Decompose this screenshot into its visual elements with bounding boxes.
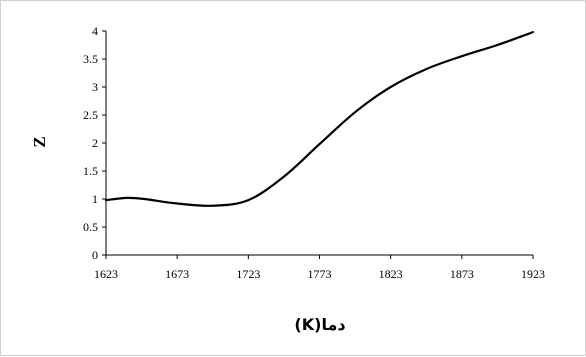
y-tick-label: 1.5 bbox=[83, 164, 98, 178]
x-tick-label: 1773 bbox=[308, 267, 332, 281]
y-tick-label: 3.5 bbox=[83, 52, 98, 66]
y-tick-labels: 0 0.5 1 1.5 2 2.5 3 3.5 4 bbox=[83, 24, 98, 262]
x-tick-label: 1923 bbox=[521, 267, 545, 281]
x-tick-labels: 1623 1673 1723 1773 1823 1873 1923 bbox=[94, 267, 545, 281]
x-tick-label: 1723 bbox=[236, 267, 260, 281]
x-tick-label: 1623 bbox=[94, 267, 118, 281]
y-tick-label: 0 bbox=[92, 248, 98, 262]
series-group bbox=[104, 31, 535, 207]
series-line bbox=[104, 31, 535, 207]
x-tick-label: 1673 bbox=[165, 267, 189, 281]
y-tick-label: 2.5 bbox=[83, 108, 98, 122]
x-tick-label: 1873 bbox=[450, 267, 474, 281]
y-tick-label: 3 bbox=[92, 80, 98, 94]
y-axis-label: Z bbox=[30, 136, 49, 147]
y-tick-label: 1 bbox=[92, 192, 98, 206]
y-tick-label: 0.5 bbox=[83, 220, 98, 234]
x-tick-label: 1823 bbox=[379, 267, 403, 281]
y-tick-label: 2 bbox=[92, 136, 98, 150]
y-tick-label: 4 bbox=[92, 24, 98, 38]
axes bbox=[102, 30, 534, 259]
x-axis-label: (K)دما bbox=[294, 315, 345, 334]
